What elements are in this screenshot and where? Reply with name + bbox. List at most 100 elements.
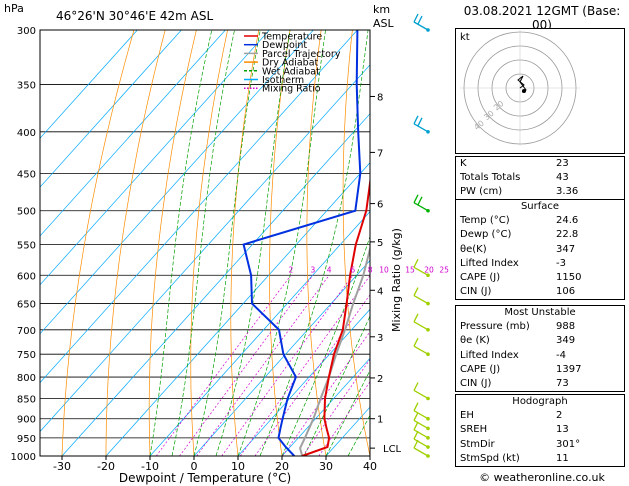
hodograph-param-label: SREH bbox=[460, 424, 488, 436]
hodograph-kt-label: kt bbox=[460, 32, 470, 43]
km-tick-label: LCL bbox=[383, 444, 402, 455]
surface-row: CIN (J) 106 bbox=[456, 285, 624, 299]
surface-value: -3 bbox=[556, 257, 566, 269]
wind-barb-base bbox=[426, 301, 430, 306]
temperature-line bbox=[301, 175, 370, 456]
pressure-tick-label: 300 bbox=[17, 26, 36, 37]
surface-value: 22.8 bbox=[556, 229, 579, 241]
index-value: 3.36 bbox=[556, 186, 579, 198]
storm-motion-marker bbox=[522, 89, 526, 93]
pressure-tick-label: 650 bbox=[17, 300, 36, 311]
wind-barb-base bbox=[426, 352, 430, 357]
mixing-ratio-label: 6 bbox=[350, 265, 355, 274]
wind-barb-base bbox=[426, 327, 430, 332]
legend-label: Isotherm bbox=[262, 75, 304, 86]
km-tick-label: 2 bbox=[377, 374, 383, 385]
km-tick-label: 8 bbox=[377, 92, 383, 103]
wind-barb-flag bbox=[413, 402, 419, 412]
hodograph-param-value: 301° bbox=[556, 438, 581, 450]
dry-adiabat-line bbox=[445, 30, 455, 456]
wind-barb-flag bbox=[413, 194, 419, 204]
skewt-chart: 3003504004505005506006507007508008509009… bbox=[4, 2, 455, 485]
wind-barb-flag bbox=[413, 430, 419, 440]
legend-label: Dewpoint bbox=[262, 40, 307, 51]
surface-value: 106 bbox=[556, 286, 576, 298]
pressure-tick-label: 700 bbox=[17, 326, 36, 337]
wet-adiabat-line bbox=[259, 30, 369, 456]
x-tick-label: 20 bbox=[275, 460, 289, 473]
index-label: Totals Totals bbox=[460, 172, 521, 184]
mixing-ratio-line bbox=[302, 358, 370, 456]
wind-barb-shaft bbox=[413, 410, 429, 420]
wind-barb-base bbox=[426, 28, 430, 32]
hodograph-param-row: StmDir 301° bbox=[456, 438, 624, 452]
hodograph-frame bbox=[455, 28, 625, 154]
wind-barbs bbox=[413, 13, 430, 458]
index-label: PW (cm) bbox=[460, 186, 503, 198]
most-unstable-value: -4 bbox=[556, 349, 566, 361]
most-unstable-value: 988 bbox=[556, 321, 576, 333]
x-tick-label: 40 bbox=[363, 460, 377, 473]
most-unstable-label: CAPE (J) bbox=[460, 363, 501, 375]
mixing-ratio-label: 2 bbox=[288, 265, 293, 274]
surface-label: CAPE (J) bbox=[460, 271, 501, 283]
index-row: PW (cm) 3.36 bbox=[456, 185, 624, 199]
isotherm-line bbox=[105, 162, 370, 456]
dry-adiabat-line bbox=[230, 30, 260, 456]
hodograph-param-value: 2 bbox=[556, 410, 563, 422]
x-tick-label: -20 bbox=[97, 460, 115, 473]
hodograph-param-row: StmSpd (kt) 11 bbox=[456, 452, 624, 466]
wind-barb-shaft bbox=[413, 438, 429, 448]
wind-barb-shaft bbox=[413, 123, 429, 133]
wet-adiabat-line bbox=[171, 30, 235, 456]
x-tick-label: 0 bbox=[191, 460, 198, 473]
chart-profiles bbox=[242, 30, 370, 456]
wind-barb-base bbox=[426, 129, 430, 134]
wind-barb-shaft bbox=[413, 447, 429, 457]
wind-barb-base bbox=[426, 445, 430, 449]
surface-value: 1150 bbox=[556, 271, 582, 283]
index-row: K 23 bbox=[456, 157, 624, 171]
wind-barb-base bbox=[426, 273, 430, 278]
most-unstable-label: Pressure (mb) bbox=[460, 321, 530, 333]
surface-box: Surface Temp (°C) 24.6 Dewp (°C) 22.8 θe(K) 3… bbox=[455, 199, 625, 301]
surface-value: 347 bbox=[556, 243, 576, 255]
hodograph-param-value: 13 bbox=[556, 424, 569, 436]
pressure-tick-label: 450 bbox=[17, 169, 36, 180]
mixing-ratio-label: 20 bbox=[424, 265, 434, 274]
indices-box: K 23 Totals Totals 43 PW (cm) 3.36 bbox=[455, 156, 625, 201]
legend-label: Temperature bbox=[261, 32, 322, 43]
wind-barb-flag bbox=[413, 258, 419, 268]
wind-barb-flag bbox=[413, 313, 419, 323]
mixing-ratio-label: 25 bbox=[439, 265, 449, 274]
mixing-ratio-line bbox=[155, 275, 292, 456]
wind-barb-shaft bbox=[413, 202, 429, 212]
wind-barb-flag bbox=[413, 382, 419, 391]
surface-label: CIN (J) bbox=[460, 286, 492, 298]
footer-credit: © weatheronline.co.uk bbox=[479, 471, 605, 484]
wind-barb-shaft bbox=[413, 321, 429, 331]
wet-adiabat-line bbox=[237, 30, 326, 456]
hodograph-param-label: StmDir bbox=[460, 438, 495, 450]
most-unstable-row: θe (K) 349 bbox=[456, 334, 624, 348]
most-unstable-label: CIN (J) bbox=[460, 377, 492, 389]
wind-barb-shaft bbox=[413, 266, 429, 276]
wind-barb-shaft bbox=[413, 21, 429, 31]
wind-barb-base bbox=[426, 426, 430, 431]
wind-barb-base bbox=[426, 436, 430, 440]
parcel-trajectory-line bbox=[299, 245, 370, 456]
wind-barb-flag bbox=[417, 196, 423, 206]
most-unstable-title: Most Unstable bbox=[504, 307, 576, 318]
km-tick-label: 1 bbox=[377, 415, 383, 426]
surface-row: Lifted Index -3 bbox=[456, 257, 624, 271]
hodograph-param-value: 11 bbox=[556, 452, 569, 464]
pressure-tick-label: 750 bbox=[17, 350, 36, 361]
asl-label: ASL bbox=[373, 17, 395, 30]
km-tick-label: 3 bbox=[377, 333, 383, 344]
isotherm-line bbox=[40, 64, 370, 433]
pressure-tick-label: 900 bbox=[17, 415, 36, 426]
most-unstable-value: 349 bbox=[556, 335, 576, 347]
km-tick-label: 5 bbox=[377, 238, 383, 249]
legend-label: Wet Adiabat bbox=[262, 66, 320, 77]
most-unstable-label: Lifted Index bbox=[460, 349, 519, 361]
